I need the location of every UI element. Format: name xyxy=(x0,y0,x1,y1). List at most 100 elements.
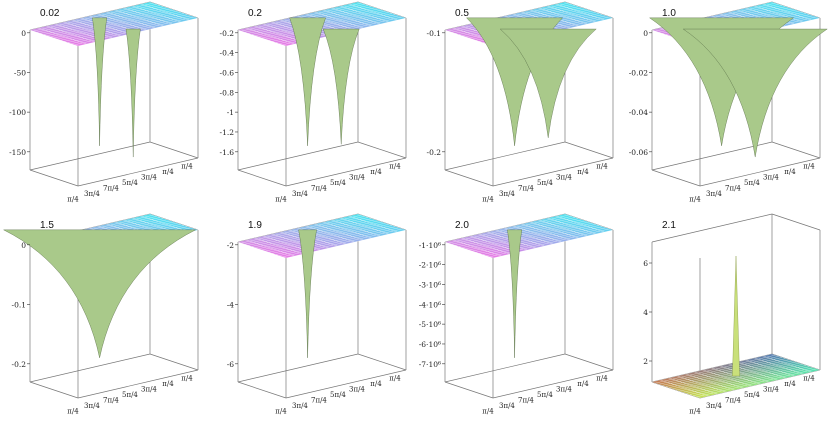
z-tick-label: -0.02 xyxy=(629,68,648,77)
z-tick-label: -0.1 xyxy=(12,300,26,309)
box-edge xyxy=(444,353,566,383)
z-tick-label: -0.04 xyxy=(629,108,648,117)
x-tick-label: π/4 xyxy=(389,375,401,383)
x-tick-label: π/4 xyxy=(370,380,382,388)
box-edge xyxy=(651,213,773,243)
z-tick-label: -6 xyxy=(227,360,235,369)
x-tick-label: π/4 xyxy=(784,380,796,388)
x-tick-label: 7π/4 xyxy=(103,396,119,404)
surface-cell xyxy=(600,228,614,233)
box-edge xyxy=(149,141,199,159)
x-tick-label: π/4 xyxy=(689,195,701,203)
surface-well xyxy=(322,28,360,145)
x-tick-label: 5π/4 xyxy=(744,179,760,187)
surface-well xyxy=(682,28,828,158)
surface-well xyxy=(507,229,523,358)
surface-panel: 1.00-0.02-0.04-0.06π/43π/47π/45π/43π/4π/… xyxy=(629,1,828,203)
panel-title: 0.02 xyxy=(40,8,60,19)
x-tick-label: π/4 xyxy=(370,168,382,176)
x-tick-label: 7π/4 xyxy=(518,184,534,192)
panel-title: 0.5 xyxy=(455,8,469,19)
panel-title: 2.0 xyxy=(455,220,469,231)
box-edge xyxy=(771,141,821,159)
z-tick-label: 2 xyxy=(643,357,648,366)
x-tick-label: π/4 xyxy=(596,375,608,383)
x-tick-label: 7π/4 xyxy=(725,396,741,404)
x-tick-label: 3π/4 xyxy=(556,174,572,182)
x-tick-label: 3π/4 xyxy=(84,402,100,410)
z-tick-label: -1.2 xyxy=(220,128,235,137)
x-tick-label: π/4 xyxy=(784,168,796,176)
surface-panel: 0.5-0.1-0.2π/43π/47π/45π/43π/4π/4π/4 xyxy=(427,1,614,203)
x-tick-label: 7π/4 xyxy=(103,184,119,192)
x-tick-label: 5π/4 xyxy=(122,391,138,399)
x-tick-label: 5π/4 xyxy=(744,391,760,399)
z-tick-label: -0.8 xyxy=(220,88,235,97)
x-tick-label: π/4 xyxy=(803,375,815,383)
surface-well xyxy=(92,17,108,146)
panel-title: 1.5 xyxy=(40,220,54,231)
x-tick-label: 3π/4 xyxy=(141,386,157,394)
x-tick-label: π/4 xyxy=(577,168,589,176)
z-tick-label: -6·10⁶ xyxy=(419,340,441,349)
box-edge xyxy=(29,169,79,187)
surface-well xyxy=(298,229,317,358)
surface-cell xyxy=(807,368,821,373)
box-edge xyxy=(29,353,151,383)
surface-cell xyxy=(807,16,821,21)
x-tick-label: π/4 xyxy=(275,407,287,415)
x-tick-label: π/4 xyxy=(181,163,193,171)
box-edge xyxy=(29,381,79,399)
x-tick-label: 3π/4 xyxy=(499,190,515,198)
panel-title: 0.2 xyxy=(248,8,262,19)
surface-peak xyxy=(732,255,740,377)
box-edge xyxy=(699,157,821,187)
z-tick-label: -7·10⁶ xyxy=(419,360,441,369)
panel-title: 1.9 xyxy=(248,220,262,231)
x-tick-label: π/4 xyxy=(482,407,494,415)
z-tick-label: -0.2 xyxy=(427,148,442,157)
z-tick-label: -50 xyxy=(14,68,26,77)
box-edge xyxy=(285,369,407,399)
x-tick-label: 3π/4 xyxy=(292,190,308,198)
x-tick-label: π/4 xyxy=(162,380,174,388)
x-tick-label: 5π/4 xyxy=(122,179,138,187)
z-tick-label: 0 xyxy=(643,29,648,38)
surface-well xyxy=(499,28,597,138)
x-tick-label: 3π/4 xyxy=(84,190,100,198)
z-tick-label: -0.06 xyxy=(629,148,648,157)
x-tick-label: 5π/4 xyxy=(537,179,553,187)
box-edge xyxy=(651,169,701,187)
box-edge xyxy=(444,169,494,187)
x-tick-label: 3π/4 xyxy=(763,386,779,394)
box-edge xyxy=(492,157,614,187)
box-edge xyxy=(149,353,199,371)
x-tick-label: 3π/4 xyxy=(499,402,515,410)
surface-cell xyxy=(600,16,614,21)
x-tick-label: π/4 xyxy=(689,407,701,415)
box-edge xyxy=(564,353,614,371)
z-tick-label: -5·10⁶ xyxy=(419,320,441,329)
box-edge xyxy=(285,157,407,187)
z-tick-label: 0 xyxy=(21,241,26,250)
surface-panel: 0.020-50-100-150π/43π/47π/45π/43π/4π/4π/… xyxy=(9,1,199,203)
x-tick-label: π/4 xyxy=(577,380,589,388)
x-tick-label: 5π/4 xyxy=(330,179,346,187)
box-edge xyxy=(564,141,614,159)
x-tick-label: π/4 xyxy=(482,195,494,203)
x-tick-label: π/4 xyxy=(67,407,79,415)
panel-title: 1.0 xyxy=(662,8,676,19)
box-edge xyxy=(357,353,407,371)
x-tick-label: 7π/4 xyxy=(725,184,741,192)
z-tick-label: -1 xyxy=(227,108,234,117)
box-edge xyxy=(237,169,287,187)
x-tick-label: 3π/4 xyxy=(706,402,722,410)
x-tick-label: 3π/4 xyxy=(349,174,365,182)
z-tick-label: -0.2 xyxy=(12,360,27,369)
x-tick-label: π/4 xyxy=(181,375,193,383)
surface-well xyxy=(125,28,141,158)
surface-well xyxy=(3,229,196,358)
x-tick-label: π/4 xyxy=(67,195,79,203)
box-edge xyxy=(444,141,566,171)
